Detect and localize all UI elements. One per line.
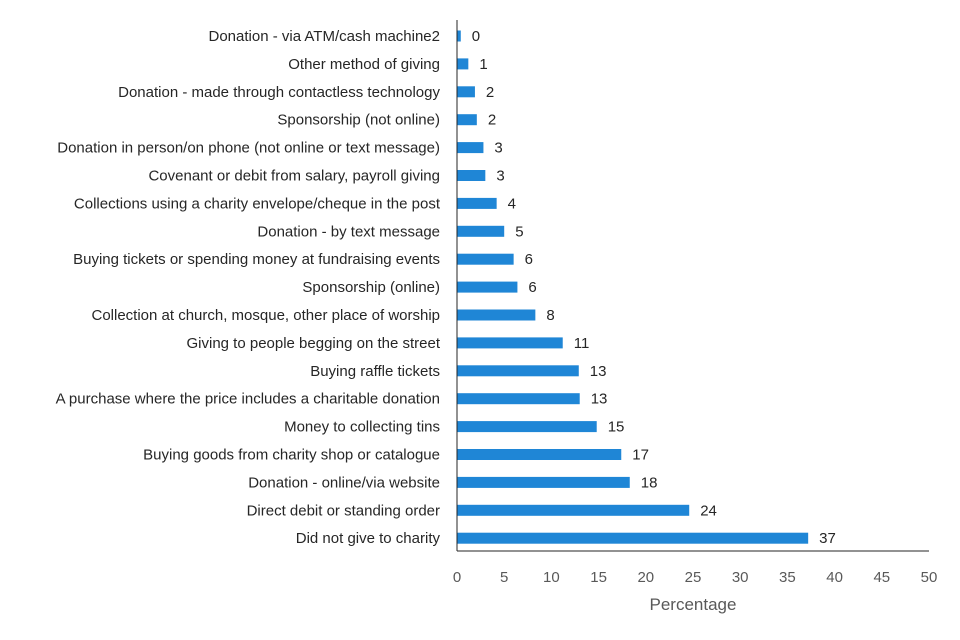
category-labels: Donation - via ATM/cash machine2 Other me… <box>56 28 441 547</box>
bar <box>457 393 580 405</box>
data-label: 17 <box>632 447 649 464</box>
data-label: 2 <box>486 84 494 101</box>
category-label: Donation in person/on phone (not online … <box>57 140 440 157</box>
category-label: Buying raffle tickets <box>310 363 440 380</box>
bar <box>457 504 690 516</box>
category-label: Sponsorship (online) <box>302 279 440 296</box>
x-tick-labels: 0 5 10 15 20 25 30 35 40 45 50 <box>453 569 938 586</box>
x-tick-label: 50 <box>921 569 938 586</box>
bar <box>457 253 514 265</box>
bar <box>457 309 536 321</box>
category-label: Sponsorship (not online) <box>277 112 440 129</box>
x-axis-title: Percentage <box>650 595 737 614</box>
data-label: 15 <box>608 419 625 436</box>
bar <box>457 532 809 544</box>
data-label: 2 <box>488 112 496 129</box>
data-label: 0 <box>472 28 480 45</box>
x-tick-label: 40 <box>826 569 843 586</box>
data-label: 3 <box>496 168 504 185</box>
bar <box>457 86 475 98</box>
data-label: 18 <box>641 474 658 491</box>
category-label: Collections using a charity envelope/che… <box>74 195 441 212</box>
category-label: Money to collecting tins <box>284 419 440 436</box>
bar <box>457 170 486 181</box>
data-label: 24 <box>700 502 717 519</box>
category-label: Buying tickets or spending money at fund… <box>73 251 440 268</box>
category-label: Donation - via ATM/cash machine2 <box>209 28 441 45</box>
category-label: Donation - online/via website <box>248 474 440 491</box>
category-label: Donation - by text message <box>257 223 440 240</box>
category-label: Did not give to charity <box>296 530 441 547</box>
bar <box>457 281 518 293</box>
x-tick-label: 20 <box>637 569 654 586</box>
category-label: Donation - made through contactless tech… <box>118 84 440 101</box>
category-label: Giving to people begging on the street <box>186 335 440 352</box>
x-tick-label: 45 <box>873 569 890 586</box>
data-label: 6 <box>528 279 536 296</box>
x-tick-label: 35 <box>779 569 796 586</box>
bar <box>457 142 484 154</box>
x-tick-label: 15 <box>590 569 607 586</box>
data-label: 13 <box>591 391 608 408</box>
x-tick-label: 0 <box>453 569 461 586</box>
x-tick-label: 10 <box>543 569 560 586</box>
bar <box>457 337 563 349</box>
bar <box>457 421 597 433</box>
bar <box>457 58 469 70</box>
data-label: 8 <box>546 307 554 324</box>
x-tick-label: 25 <box>685 569 702 586</box>
data-label: 4 <box>508 195 516 212</box>
bar <box>457 225 505 237</box>
data-label: 5 <box>515 223 523 240</box>
bar <box>457 114 477 126</box>
bars-group <box>457 30 809 544</box>
bar <box>457 449 622 460</box>
bar <box>457 476 630 488</box>
data-label: 11 <box>574 335 590 352</box>
bar <box>457 30 461 42</box>
bar <box>457 197 497 209</box>
data-label: 13 <box>590 363 607 380</box>
category-label: Direct debit or standing order <box>247 502 440 519</box>
category-label: Buying goods from charity shop or catalo… <box>143 447 440 464</box>
data-label: 6 <box>525 251 533 268</box>
data-label: 37 <box>819 530 836 547</box>
bar <box>457 365 579 377</box>
data-label: 3 <box>494 140 502 157</box>
category-label: Other method of giving <box>288 56 440 73</box>
category-label: Covenant or debit from salary, payroll g… <box>148 168 440 185</box>
category-label: A purchase where the price includes a ch… <box>56 391 440 408</box>
x-tick-label: 30 <box>732 569 749 586</box>
category-label: Collection at church, mosque, other plac… <box>91 307 440 324</box>
x-tick-label: 5 <box>500 569 508 586</box>
data-label: 1 <box>479 56 487 73</box>
